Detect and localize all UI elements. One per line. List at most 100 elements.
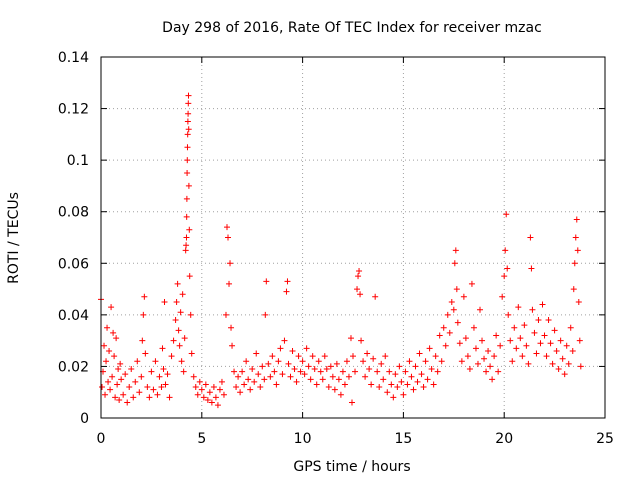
data-point	[142, 350, 149, 357]
data-point	[287, 373, 294, 380]
data-point	[412, 363, 419, 370]
data-point	[241, 381, 248, 388]
data-point	[575, 298, 582, 305]
data-point	[285, 360, 292, 367]
y-tick-label: 0.04	[58, 308, 89, 324]
data-point	[186, 226, 193, 233]
data-point	[474, 360, 481, 367]
data-point	[170, 337, 177, 344]
data-point	[438, 358, 445, 365]
data-point	[572, 234, 579, 241]
data-point	[355, 273, 362, 280]
data-point	[192, 384, 199, 391]
data-point	[386, 368, 393, 375]
data-point	[218, 378, 225, 385]
data-point	[194, 391, 201, 398]
data-point	[313, 381, 320, 388]
data-point	[420, 384, 427, 391]
data-point	[185, 126, 192, 133]
data-point	[303, 345, 310, 352]
data-point	[529, 306, 536, 313]
data-point	[451, 260, 458, 267]
data-point	[464, 353, 471, 360]
data-point	[370, 355, 377, 362]
data-point	[307, 376, 314, 383]
data-point	[523, 342, 530, 349]
data-point	[348, 399, 355, 406]
data-point	[436, 332, 443, 339]
data-points	[98, 92, 584, 409]
data-point	[132, 378, 139, 385]
data-point	[225, 234, 232, 241]
data-point	[141, 293, 148, 300]
data-point	[481, 355, 488, 362]
data-point	[196, 378, 203, 385]
data-point	[101, 342, 108, 349]
data-point	[390, 394, 397, 401]
data-point	[311, 366, 318, 373]
data-point	[337, 391, 344, 398]
x-tick-label: 10	[294, 431, 312, 447]
data-point	[396, 363, 403, 370]
y-axis-label: ROTI / TECUs	[6, 192, 22, 284]
data-point	[553, 347, 560, 354]
data-point	[565, 360, 572, 367]
data-point	[111, 353, 118, 360]
data-point	[372, 293, 379, 300]
data-point	[183, 213, 190, 220]
data-point	[128, 366, 135, 373]
data-point	[104, 324, 111, 331]
data-point	[160, 366, 167, 373]
data-point	[152, 358, 159, 365]
data-point	[472, 345, 479, 352]
data-point	[117, 360, 124, 367]
data-point	[185, 100, 192, 107]
data-point	[503, 211, 510, 218]
data-point	[432, 353, 439, 360]
data-point	[446, 329, 453, 336]
data-point	[138, 373, 145, 380]
data-point	[513, 345, 520, 352]
y-tick-label: 0.1	[67, 153, 89, 169]
data-point	[477, 306, 484, 313]
y-axis: 0 0.02 0.04 0.06 0.08 0.1 0.12 0.14	[58, 50, 605, 427]
grid-layer	[101, 57, 605, 418]
data-point	[156, 373, 163, 380]
y-tick-label: 0.14	[58, 50, 89, 66]
y-tick-label: 0.12	[58, 102, 89, 118]
data-point	[114, 381, 121, 388]
data-point	[434, 368, 441, 375]
data-point	[247, 386, 254, 393]
data-point	[570, 286, 577, 293]
data-point	[99, 384, 106, 391]
data-point	[297, 368, 304, 375]
data-point	[139, 337, 146, 344]
data-point	[183, 234, 190, 241]
data-point	[354, 286, 361, 293]
data-point	[452, 247, 459, 254]
data-point	[279, 371, 286, 378]
data-point	[103, 358, 110, 365]
data-point	[184, 144, 191, 151]
data-point	[181, 335, 188, 342]
data-point	[356, 268, 363, 275]
data-point	[470, 324, 477, 331]
data-point	[183, 242, 190, 249]
data-point	[525, 360, 532, 367]
data-point	[148, 368, 155, 375]
data-point	[528, 265, 535, 272]
data-point	[430, 381, 437, 388]
data-point	[178, 358, 185, 365]
data-point	[331, 386, 338, 393]
data-point	[466, 366, 473, 373]
data-point	[347, 335, 354, 342]
data-point	[202, 381, 209, 388]
data-point	[384, 389, 391, 396]
y-tick-label: 0.02	[58, 359, 89, 375]
x-tick-label: 15	[394, 431, 412, 447]
data-point	[198, 386, 205, 393]
data-point	[113, 335, 120, 342]
data-point	[243, 358, 250, 365]
data-point	[521, 322, 528, 329]
data-point	[577, 363, 584, 370]
